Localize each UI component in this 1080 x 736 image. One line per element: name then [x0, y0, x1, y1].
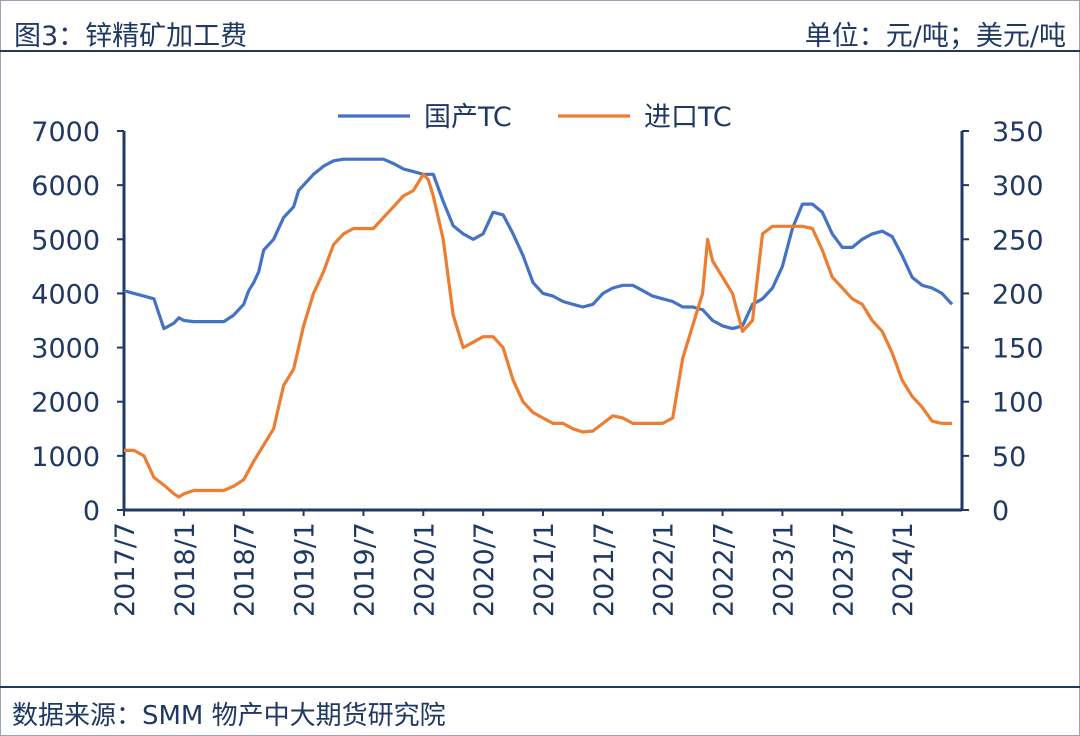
footer-divider — [0, 686, 1080, 688]
x-tick-label: 2024/1 — [888, 522, 919, 617]
left-tick-label: 3000 — [31, 334, 100, 365]
data-source: 数据来源：SMM 物产中大期货研究院 — [12, 701, 446, 731]
x-tick-label: 2017/7 — [110, 522, 141, 617]
right-tick-label: 350 — [992, 117, 1044, 148]
right-tick-label: 100 — [992, 388, 1044, 419]
legend-label: 国产TC — [424, 102, 512, 133]
x-tick-label: 2020/1 — [409, 522, 440, 617]
right-tick-label: 0 — [992, 496, 1009, 527]
x-tick-label: 2018/7 — [230, 522, 261, 617]
right-tick-label: 250 — [992, 225, 1044, 256]
right-tick-label: 300 — [992, 171, 1044, 202]
left-tick-label: 6000 — [31, 171, 100, 202]
right-tick-label: 150 — [992, 334, 1044, 365]
x-tick-label: 2019/1 — [290, 522, 321, 617]
unit-label: 单位：元/吨；美元/吨 — [804, 21, 1066, 52]
x-tick-label: 2019/7 — [349, 522, 380, 617]
series-domestic-tc — [123, 157, 954, 331]
left-tick-label: 0 — [83, 496, 100, 527]
left-tick-label: 1000 — [31, 442, 100, 473]
series-layer — [123, 157, 954, 499]
x-tick-label: 2023/1 — [768, 522, 799, 617]
left-tick-label: 7000 — [31, 117, 100, 148]
left-tick-label: 2000 — [31, 388, 100, 419]
x-tick-label: 2018/1 — [170, 522, 201, 617]
figure-title: 图3：锌精矿加工费 — [14, 21, 248, 52]
tc-line-chart: 0 1000 2000 3000 4000 5000 6000 7000 0 50 100 150 20… — [31, 102, 1043, 617]
series-imported-tc — [124, 172, 952, 499]
x-tick-label: 2021/1 — [529, 522, 560, 617]
x-tick-label: 2020/7 — [469, 522, 500, 617]
axes-layer: 0 1000 2000 3000 4000 5000 6000 7000 0 50 100 150 20… — [31, 117, 1043, 617]
legend: 国产TC 进口TC — [338, 102, 732, 133]
right-tick-label: 50 — [992, 442, 1026, 473]
left-tick-label: 5000 — [31, 225, 100, 256]
x-tick-label: 2022/7 — [709, 522, 740, 617]
x-tick-label: 2022/1 — [649, 522, 680, 617]
right-tick-label: 200 — [992, 279, 1044, 310]
x-tick-label: 2023/7 — [828, 522, 859, 617]
legend-label: 进口TC — [644, 102, 732, 133]
header-divider — [0, 50, 1080, 52]
left-tick-label: 4000 — [31, 279, 100, 310]
x-tick-label: 2021/7 — [589, 522, 620, 617]
